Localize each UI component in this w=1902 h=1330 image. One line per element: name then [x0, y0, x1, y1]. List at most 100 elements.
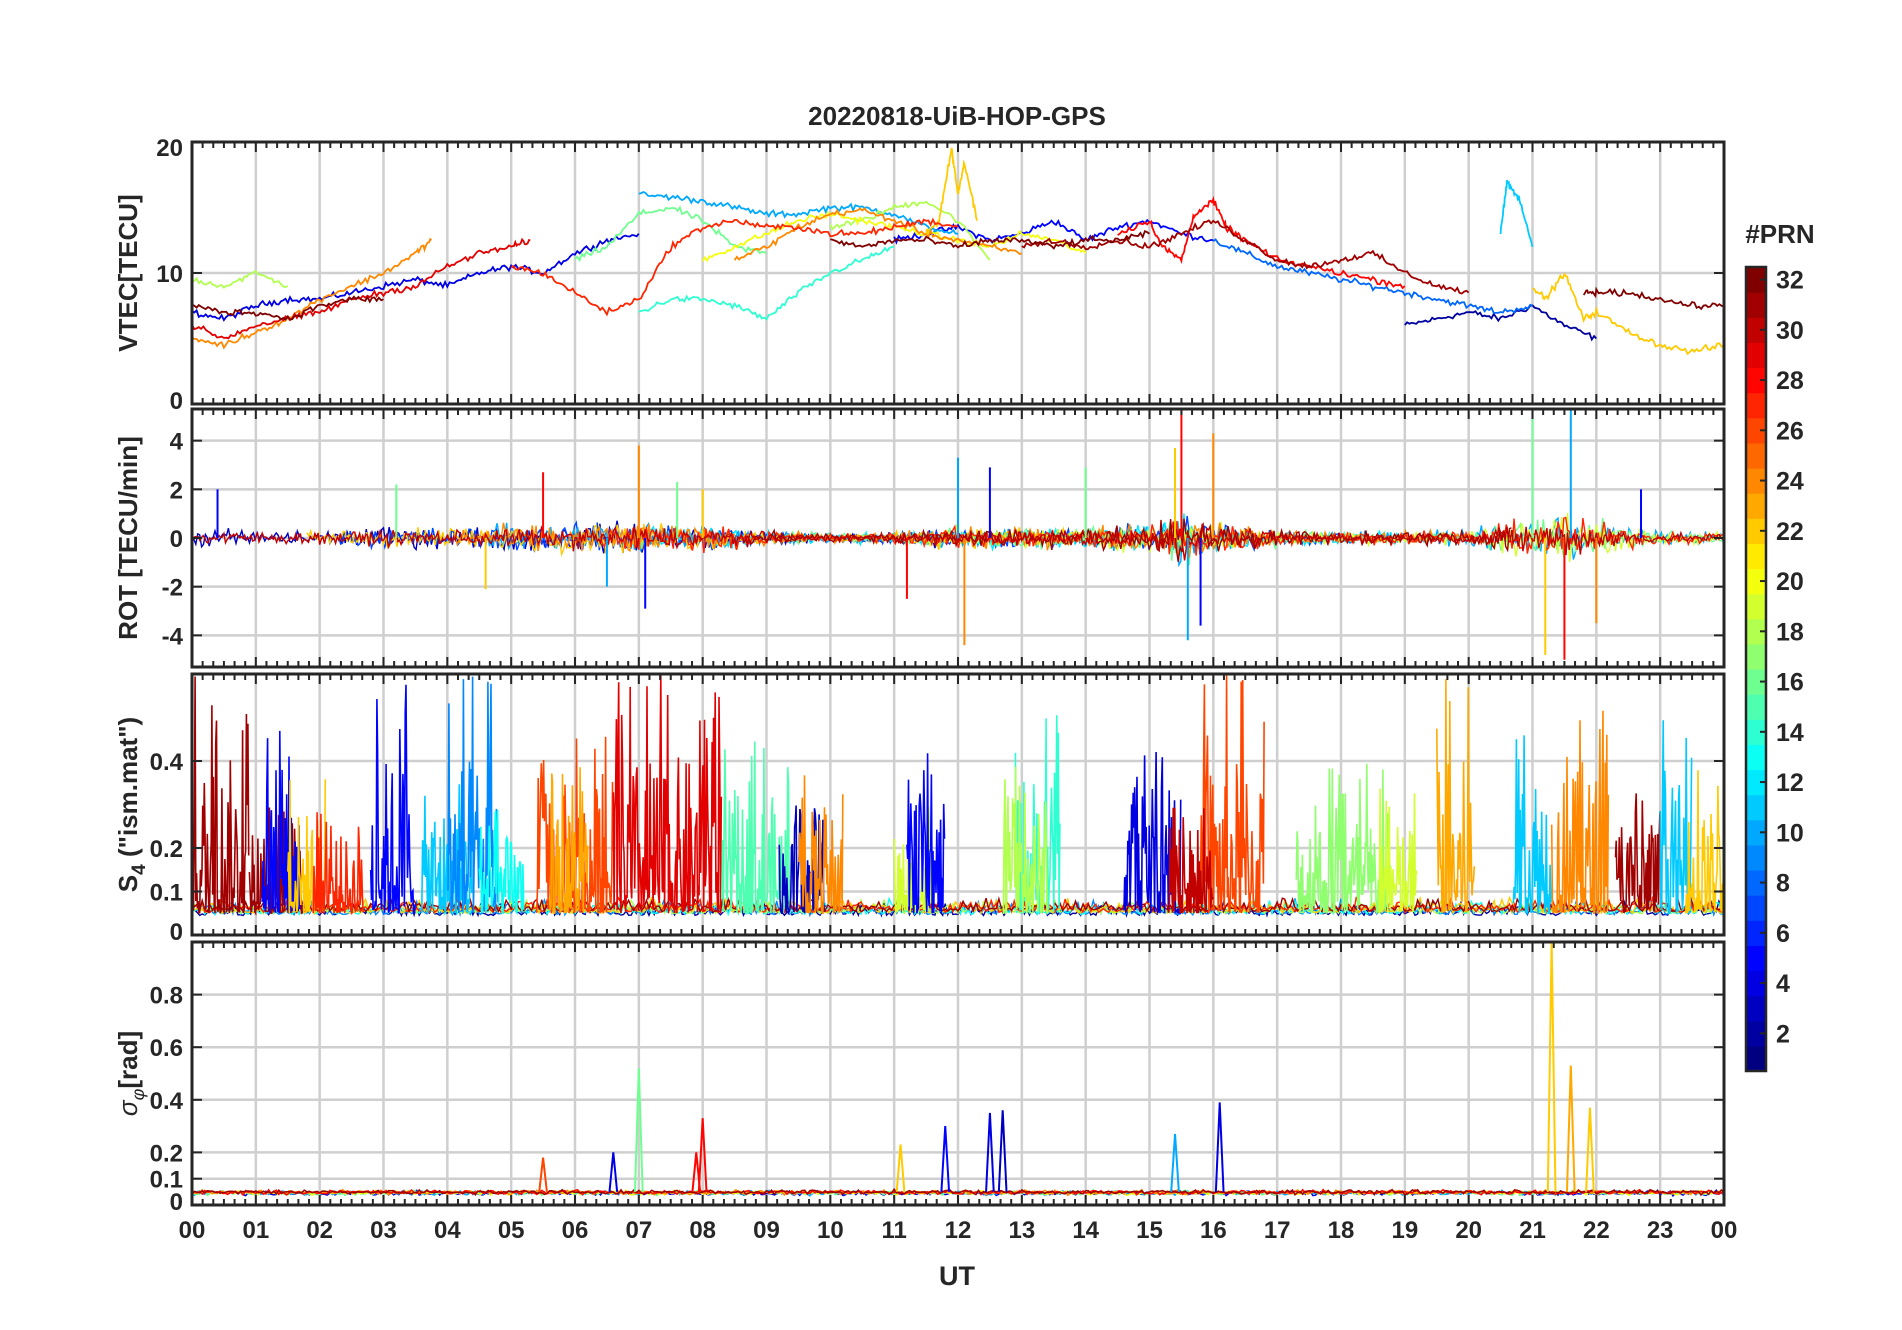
burst-prn-4 [1123, 751, 1182, 915]
y-axis-label: S4 ("ism.mat") [113, 717, 150, 892]
burst-prn-5 [369, 684, 416, 914]
colorbar-segment [1746, 468, 1766, 494]
colorbar-segment [1746, 694, 1766, 720]
burst-prn-11 [1659, 720, 1693, 914]
panel-vtec: 0 10 20 VTEC[TECU] [113, 135, 1726, 415]
x-tick-label: 00 [179, 1217, 206, 1244]
y-tick-label: 0 [170, 388, 183, 415]
burst-prn-24 [797, 775, 844, 916]
colorbar-segment [1746, 970, 1766, 997]
colorbar-segment [1746, 593, 1766, 620]
panel-sigma_phi: 00.10.2 0.4 0.6 0.8σφ[rad] [113, 940, 1726, 1216]
colorbar-segment [1746, 819, 1766, 846]
x-tick-label: 12 [945, 1217, 972, 1244]
y-axis-label: VTEC[TECU] [113, 194, 143, 351]
x-tick-label: 16 [1200, 1217, 1227, 1244]
colorbar-segment [1746, 342, 1766, 369]
burst-prn-18 [1002, 766, 1048, 915]
x-tick-label: 06 [562, 1217, 589, 1244]
colorbar-segment [1746, 442, 1766, 469]
series-prn-24 [192, 237, 433, 350]
series-prn-22 [1532, 272, 1724, 356]
burst-prn-27 [312, 812, 365, 915]
burst-prn-23 [1436, 679, 1476, 914]
y-tick-label: 0 [170, 1189, 183, 1216]
colorbar-segment [1746, 543, 1766, 570]
colorbar-segment [1746, 719, 1766, 745]
series-prn-8 [1212, 238, 1533, 315]
panel-rot: -4 -2 0 2 4 ROT [TECU/min] [113, 407, 1726, 669]
colorbar-segment [1746, 417, 1766, 444]
burst-prn-13 [478, 809, 525, 915]
colorbar-segment [1746, 568, 1766, 595]
colorbar-tick-label: 24 [1776, 468, 1804, 496]
colorbar-segment [1746, 920, 1766, 946]
burst-prn-23 [548, 767, 589, 914]
colorbar-tick-label: 14 [1776, 719, 1804, 747]
colorbar-segment [1746, 367, 1766, 394]
x-tick-label: 09 [753, 1217, 780, 1244]
x-tick-label: 11 [881, 1217, 906, 1244]
colorbar-tick-label: 18 [1776, 618, 1804, 646]
sigma-spike-prn-26 [538, 1157, 548, 1192]
burst-prn-29 [612, 675, 723, 914]
x-ticks [191, 142, 1725, 404]
colorbar-segment [1746, 870, 1766, 896]
colorbar-tick-label: 10 [1776, 819, 1804, 847]
burst-prn-5 [906, 753, 946, 914]
x-tick-labels: 00 01 02 03 04 05 06 07 08 09 10 11 12 13 14 15 16 17 18 19… [179, 1217, 1738, 1244]
sigma-spike-prn-28 [697, 1118, 708, 1192]
colorbar-segment [1746, 618, 1766, 645]
colorbar-tick-label: 16 [1776, 669, 1804, 697]
series-prn-32 [1582, 286, 1724, 311]
colorbar-segment [1746, 1045, 1766, 1072]
colorbar-tick-label: 2 [1776, 1020, 1790, 1048]
burst-prn-17 [1295, 763, 1393, 915]
colorbar-tick-label: 32 [1776, 267, 1804, 295]
colorbar-tick-label: 22 [1776, 518, 1804, 546]
colorbar-tick-label: 6 [1776, 920, 1790, 948]
sigma-spike-prn-22 [1546, 942, 1557, 1192]
series-prn-31 [192, 895, 1724, 914]
colorbar-segment [1746, 669, 1766, 695]
x-ticks [191, 674, 1725, 935]
y-tick-label: 0.1 [150, 1167, 183, 1194]
series-prn-10 [638, 190, 958, 235]
sigma-spike-prn-23 [1565, 1065, 1576, 1192]
y-tick-label: 0.4 [150, 1088, 184, 1115]
colorbar-tick-label: 12 [1776, 769, 1804, 797]
colorbar-segment [1746, 292, 1766, 318]
burst-prn-19 [1378, 788, 1418, 914]
y-tick-label: 2 [170, 477, 183, 504]
plot-area [192, 674, 1724, 918]
plot-area [192, 409, 1724, 660]
sigma-spike-prn-16 [634, 1068, 644, 1192]
y-tick-label: 0 [170, 919, 183, 946]
series-prn-18 [192, 269, 289, 289]
colorbar-segment [1746, 794, 1766, 821]
plot-area [192, 942, 1724, 1198]
panel-s4: 0 0.1 0.2 0.4S4 ("ism.mat") [113, 672, 1726, 946]
series-prn-5 [893, 218, 1214, 245]
x-tick-label: 07 [625, 1217, 652, 1244]
y-tick-label: 20 [156, 135, 183, 162]
colorbar-tick-label: 20 [1776, 568, 1804, 596]
series-prn-28 [1117, 195, 1406, 290]
x-ticks [191, 942, 1725, 1205]
colorbar-segment [1746, 769, 1766, 796]
sigma-spike-prn-4 [608, 1152, 619, 1192]
plot-area [192, 147, 1724, 356]
x-tick-label: 13 [1008, 1217, 1035, 1244]
figure-title: 20220818-UiB-HOP-GPS [808, 101, 1106, 131]
sigma-spike-prn-3 [997, 1110, 1008, 1192]
sigma-spike-prn-22 [1585, 1107, 1595, 1192]
burst-prn-5 [261, 730, 301, 914]
y-tick-label: 0.1 [150, 880, 183, 907]
burst-prn-31 [1614, 793, 1661, 914]
y-axis-label: ROT [TECU/min] [113, 436, 143, 640]
x-tick-label: 23 [1647, 1217, 1674, 1244]
x-tick-label: 10 [817, 1217, 844, 1244]
colorbar-segment [1746, 844, 1766, 871]
